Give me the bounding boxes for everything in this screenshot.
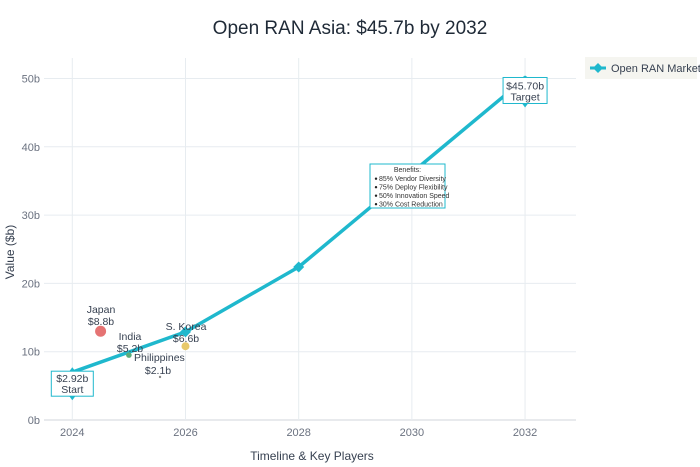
start-callout-value: $2.92b xyxy=(56,373,88,385)
x-tick-label: 2024 xyxy=(60,427,84,439)
y-tick-label: 30b xyxy=(22,210,40,222)
x-tick-label: 2032 xyxy=(513,427,537,439)
y-axis-label: Value ($b) xyxy=(3,225,17,279)
y-tick-label: 20b xyxy=(22,278,40,290)
x-axis-label: Timeline & Key Players xyxy=(250,449,374,463)
x-tick-label: 2028 xyxy=(286,427,310,439)
benefit-bullet xyxy=(374,194,378,197)
player-name-label: Japan xyxy=(87,304,116,316)
benefit-bullet xyxy=(374,186,378,189)
benefits-callout-box xyxy=(369,163,446,209)
grid xyxy=(44,58,576,421)
series-point-marker xyxy=(179,326,191,338)
legend-box xyxy=(585,57,697,79)
player-name-label: S. Korea xyxy=(166,321,207,333)
series-point-marker xyxy=(293,261,305,273)
benefits-title: Benefits: xyxy=(394,167,421,174)
player-point xyxy=(181,342,190,351)
player-point xyxy=(95,325,107,337)
player-value-label: $5.2b xyxy=(117,343,143,355)
player-point xyxy=(126,352,132,358)
player-name-label: India xyxy=(119,331,142,343)
axis-ticks: 0b 10b 20b 30b 40b 50b 2024 2026 2028 2030 2032 xyxy=(22,73,538,439)
legend-diamond-swatch xyxy=(593,63,603,73)
benefit-item: 50% Innovation Speed xyxy=(379,193,450,200)
benefit-item: 75% Deploy Flexibility xyxy=(379,185,448,192)
y-tick-label: 10b xyxy=(22,347,40,359)
chart-title: Open RAN Asia: $45.7b by 2032 xyxy=(213,18,488,39)
benefit-item: 85% Vendor Diversity xyxy=(379,176,446,183)
benefit-bullet xyxy=(374,203,378,206)
legend[interactable]: Open RAN Market xyxy=(585,57,700,79)
player-value-label: $8.8b xyxy=(88,316,114,328)
x-tick-label: 2030 xyxy=(400,427,424,439)
start-callout-label: Start xyxy=(61,384,83,396)
players-layer: Japan$8.8b S. Korea$6.6b India$5.2bPhilipp… xyxy=(87,304,207,379)
legend-item-label: Open RAN Market xyxy=(611,63,700,75)
target-callout-box xyxy=(502,76,548,104)
benefit-bullet xyxy=(374,177,378,180)
target-callout-label: Target xyxy=(510,91,539,103)
player-point xyxy=(158,375,162,379)
start-arrowhead xyxy=(69,396,76,401)
y-tick-label: 50b xyxy=(22,73,40,85)
start-callout-box xyxy=(50,370,94,397)
player-value-label: $2.1b xyxy=(145,365,171,377)
y-tick-label: 0b xyxy=(28,415,40,427)
player-value-label: $6.6b xyxy=(173,333,199,345)
y-tick-label: 40b xyxy=(22,142,40,154)
x-tick-label: 2026 xyxy=(173,427,197,439)
start-arrowhead xyxy=(69,367,76,372)
target-callout-value: $45.70b xyxy=(506,80,544,92)
benefit-item: 30% Cost Reduction xyxy=(379,202,443,209)
target-arrowhead xyxy=(522,103,529,108)
player-name-label: Philippines xyxy=(134,352,185,364)
